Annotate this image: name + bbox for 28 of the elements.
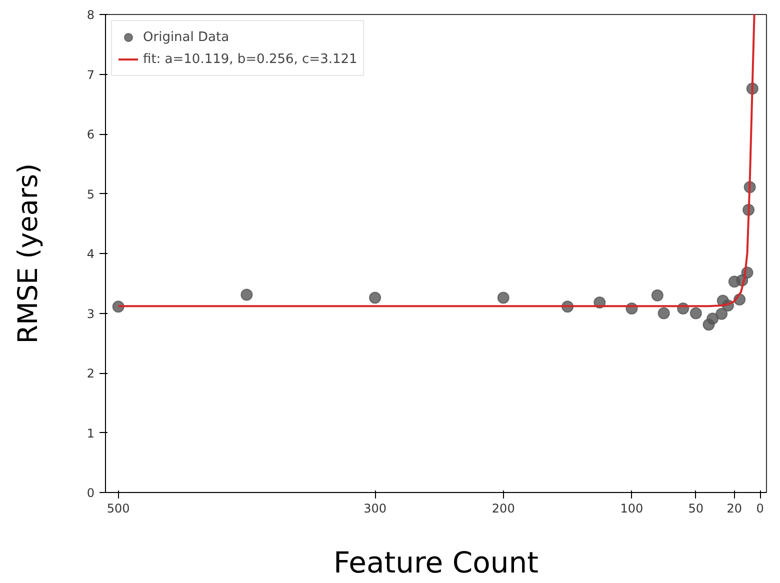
y-tick-label: 6	[86, 128, 95, 142]
point	[658, 307, 670, 320]
point	[651, 289, 664, 302]
point	[497, 292, 510, 304]
point	[240, 288, 253, 301]
x-tick-label: 50	[688, 502, 704, 516]
y-tick-label: 7	[86, 68, 95, 82]
y-tick-label: 4	[86, 247, 95, 261]
legend-label: fit: a=10.119, b=0.256, c=3.121	[143, 52, 358, 66]
point	[716, 308, 728, 320]
x-tick-label: 100	[620, 502, 644, 516]
x-tick-label: 0	[756, 502, 764, 516]
x-tick-label: 300	[364, 502, 386, 516]
y-tick-label: 8	[86, 8, 95, 22]
point	[690, 307, 702, 320]
y-tick-label: 0	[86, 486, 95, 500]
point	[706, 312, 719, 325]
x-axis-title: Feature Count	[334, 546, 538, 580]
y-tick-label: 2	[86, 366, 95, 380]
x-tick-label: 200	[492, 502, 515, 516]
point	[369, 292, 382, 304]
y-axis-title: RMSE (years)	[12, 163, 44, 344]
y-tick-label: 1	[86, 426, 95, 440]
legend-label: Original Data	[143, 30, 230, 44]
x-tick-label: 20	[726, 502, 742, 516]
y-tick-label: 3	[86, 306, 95, 321]
y-tick-label: 5	[86, 187, 95, 202]
x-tick-label: 500	[106, 502, 130, 516]
